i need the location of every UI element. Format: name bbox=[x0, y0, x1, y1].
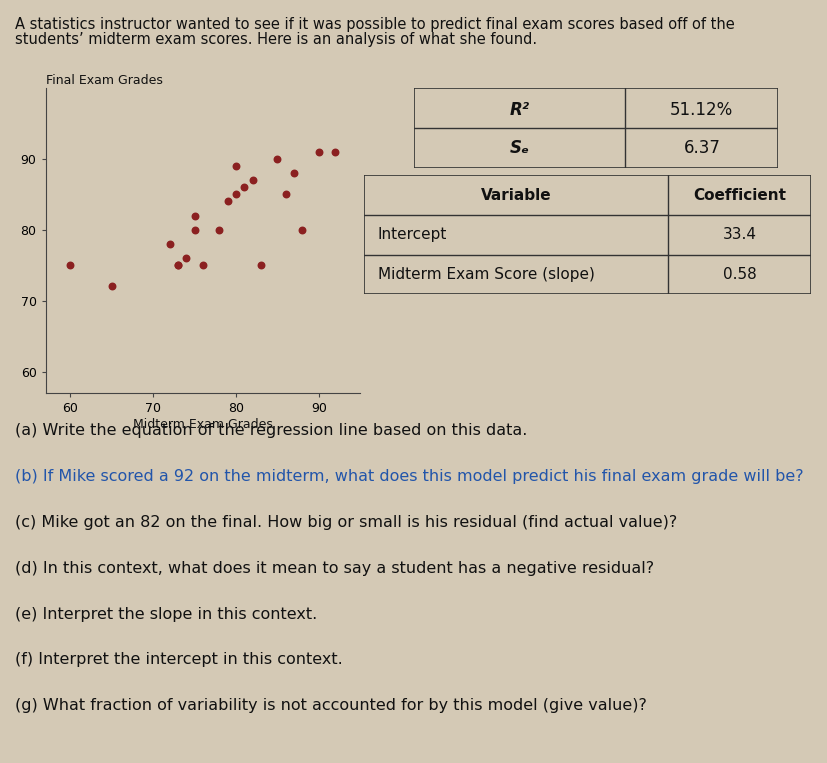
Point bbox=[237, 181, 251, 193]
Point bbox=[105, 280, 118, 292]
Text: Intercept: Intercept bbox=[377, 227, 447, 242]
Text: (e) Interpret the slope in this context.: (e) Interpret the slope in this context. bbox=[15, 607, 317, 622]
Point bbox=[163, 238, 176, 250]
Text: Coefficient: Coefficient bbox=[692, 188, 786, 202]
Point bbox=[246, 174, 259, 186]
Point bbox=[287, 167, 300, 179]
Text: 6.37: 6.37 bbox=[682, 139, 719, 157]
Text: students’ midterm exam scores. Here is an analysis of what she found.: students’ midterm exam scores. Here is a… bbox=[15, 32, 537, 47]
Point bbox=[196, 259, 209, 272]
Point bbox=[328, 146, 342, 158]
Text: (a) Write the equation of the regression line based on this data.: (a) Write the equation of the regression… bbox=[15, 423, 527, 439]
Text: (c) Mike got an 82 on the final. How big or small is his residual (find actual v: (c) Mike got an 82 on the final. How big… bbox=[15, 515, 676, 530]
Point bbox=[146, 394, 160, 406]
Text: R²: R² bbox=[509, 101, 529, 119]
Text: 0.58: 0.58 bbox=[722, 267, 756, 282]
Point bbox=[221, 195, 234, 208]
Text: Final Exam Grades: Final Exam Grades bbox=[45, 73, 162, 86]
X-axis label: Midterm Exam Grades: Midterm Exam Grades bbox=[133, 418, 272, 431]
Point bbox=[279, 188, 292, 201]
Text: (b) If Mike scored a 92 on the midterm, what does this model predict his final e: (b) If Mike scored a 92 on the midterm, … bbox=[15, 469, 802, 485]
Point bbox=[188, 224, 201, 236]
Text: (f) Interpret the intercept in this context.: (f) Interpret the intercept in this cont… bbox=[15, 652, 342, 668]
Text: 51.12%: 51.12% bbox=[669, 101, 733, 119]
Point bbox=[171, 259, 184, 272]
Text: 33.4: 33.4 bbox=[722, 227, 756, 242]
Text: A statistics instructor wanted to see if it was possible to predict final exam s: A statistics instructor wanted to see if… bbox=[15, 17, 734, 32]
Text: (d) In this context, what does it mean to say a student has a negative residual?: (d) In this context, what does it mean t… bbox=[15, 561, 653, 576]
Point bbox=[254, 259, 267, 272]
Point bbox=[229, 188, 242, 201]
Point bbox=[64, 259, 77, 272]
Text: Midterm Exam Score (slope): Midterm Exam Score (slope) bbox=[377, 267, 594, 282]
Text: Sₑ: Sₑ bbox=[509, 139, 529, 157]
Point bbox=[171, 259, 184, 272]
Point bbox=[270, 153, 284, 165]
Point bbox=[229, 159, 242, 172]
Text: (g) What fraction of variability is not accounted for by this model (give value): (g) What fraction of variability is not … bbox=[15, 698, 646, 713]
Point bbox=[312, 146, 325, 158]
Point bbox=[179, 252, 193, 264]
Text: Variable: Variable bbox=[480, 188, 551, 202]
Point bbox=[213, 224, 226, 236]
Point bbox=[295, 224, 308, 236]
Point bbox=[188, 209, 201, 221]
